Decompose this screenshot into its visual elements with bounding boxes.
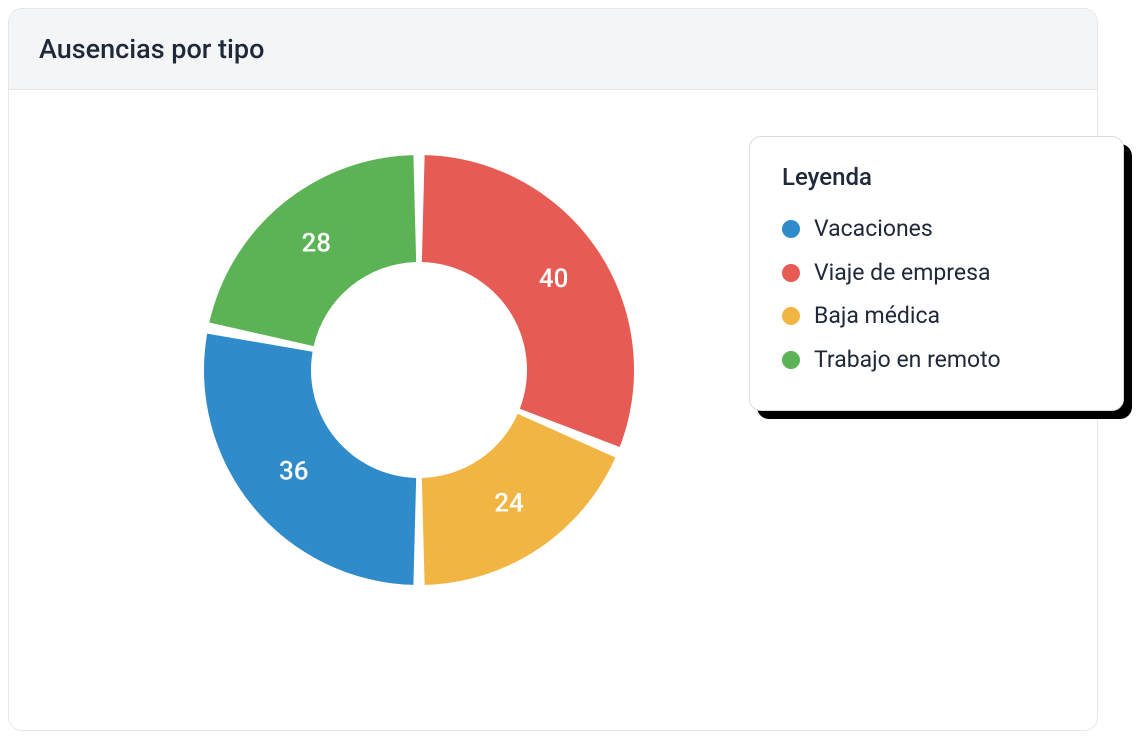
legend-box: Leyenda Vacaciones Viaje de empresa Baja… — [749, 136, 1124, 411]
legend-dot-icon — [782, 264, 800, 282]
donut-slice-vacaciones — [204, 334, 416, 585]
legend-item-vacaciones: Vacaciones — [782, 207, 1091, 251]
legend-label: Trabajo en remoto — [814, 338, 1001, 382]
legend-item-viaje: Viaje de empresa — [782, 251, 1091, 295]
donut-slice-viaje — [422, 155, 634, 447]
legend-label: Viaje de empresa — [814, 251, 990, 295]
card: Ausencias por tipo 40 24 36 28 Leyenda Vaca… — [8, 8, 1098, 731]
donut-chart: 40 24 36 28 — [204, 155, 634, 589]
slice-label-baja: 24 — [494, 489, 524, 519]
slice-label-vacaciones: 36 — [279, 457, 309, 487]
donut-svg: 40 24 36 28 — [204, 155, 634, 585]
legend-dot-icon — [782, 307, 800, 325]
chart-area: 40 24 36 28 Leyenda Vacaciones Viaje de emp… — [9, 90, 1097, 729]
card-title: Ausencias por tipo — [39, 33, 1067, 65]
legend-dot-icon — [782, 220, 800, 238]
legend-label: Vacaciones — [814, 207, 933, 251]
slice-label-remoto: 28 — [301, 229, 331, 259]
legend-dot-icon — [782, 351, 800, 369]
legend-item-baja: Baja médica — [782, 294, 1091, 338]
legend-title: Leyenda — [782, 163, 1091, 191]
slice-label-viaje: 40 — [539, 264, 569, 294]
legend-item-remoto: Trabajo en remoto — [782, 338, 1091, 382]
card-header: Ausencias por tipo — [9, 9, 1097, 90]
legend-label: Baja médica — [814, 294, 940, 338]
